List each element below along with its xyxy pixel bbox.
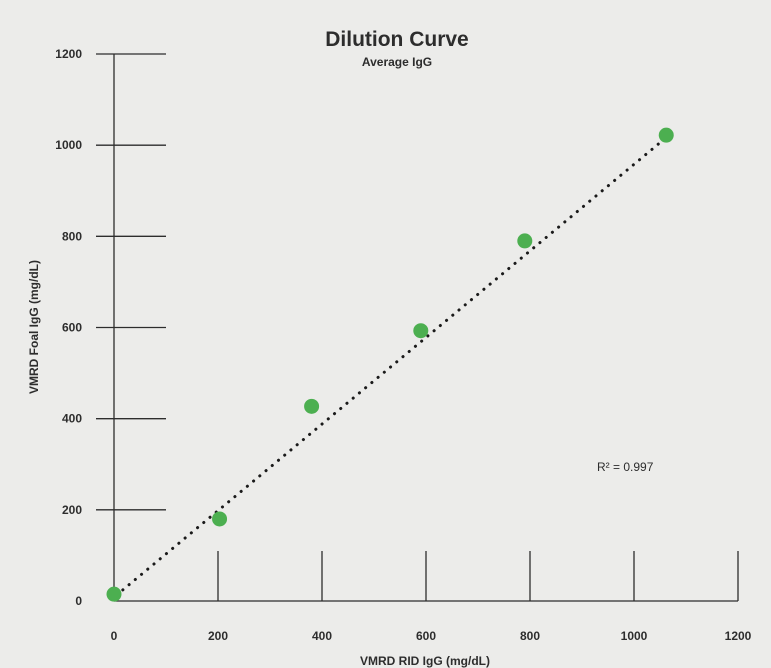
data-point — [304, 398, 320, 414]
y-tick-label: 0 — [75, 594, 82, 608]
y-tick-label: 600 — [62, 321, 82, 335]
data-point — [106, 586, 122, 602]
y-axis-label: VMRD Foal IgG (mg/dL) — [27, 260, 41, 394]
trendline — [115, 136, 667, 597]
y-tick-label: 400 — [62, 412, 82, 426]
y-tick-label: 800 — [62, 229, 82, 243]
data-point — [212, 511, 228, 527]
ticks-group: 0 200 400 600 800 1000 1200 0 200 400 600 800 1000 12… — [55, 47, 751, 643]
data-point — [658, 127, 674, 143]
x-tick-label: 200 — [208, 629, 228, 643]
chart-title: Dilution Curve — [325, 28, 469, 51]
y-tick-label: 200 — [62, 503, 82, 517]
x-tick-label: 0 — [111, 629, 118, 643]
x-tick-label: 600 — [416, 629, 436, 643]
data-point — [413, 323, 429, 339]
y-tick-label: 1200 — [55, 47, 82, 61]
x-tick-label: 1000 — [621, 629, 648, 643]
chart-subtitle: Average IgG — [362, 55, 432, 69]
data-point — [517, 233, 533, 249]
x-tick-label: 400 — [312, 629, 332, 643]
trendline-group — [115, 136, 667, 597]
x-axis-label: VMRD RID IgG (mg/dL) — [360, 654, 490, 668]
r-squared-annotation: R² = 0.997 — [597, 460, 654, 474]
y-tick-label: 1000 — [55, 138, 82, 152]
x-tick-label: 1200 — [725, 629, 752, 643]
points-group — [106, 127, 674, 602]
x-tick-label: 800 — [520, 629, 540, 643]
